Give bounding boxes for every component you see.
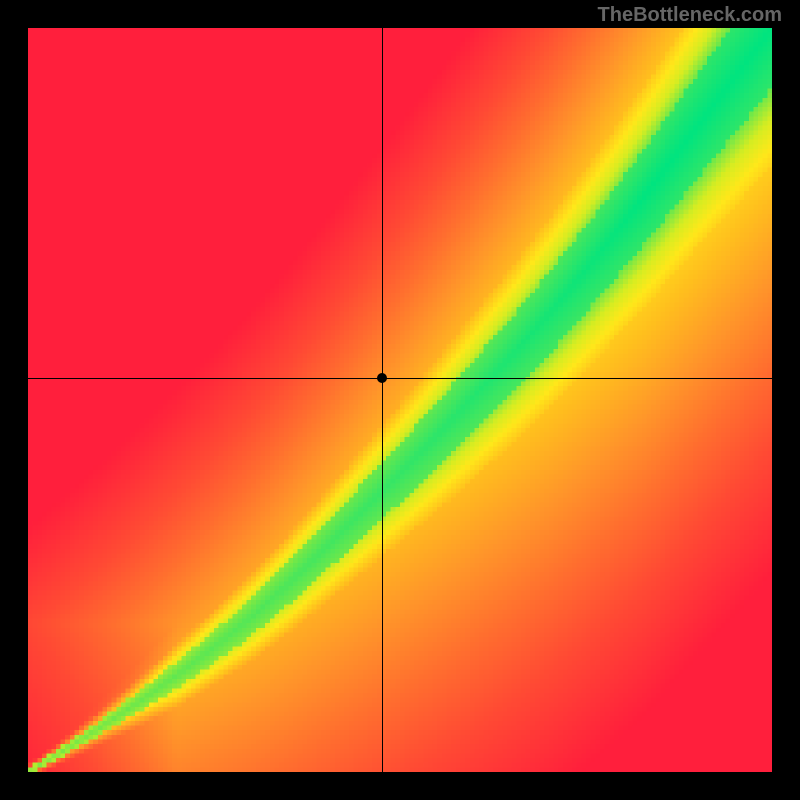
watermark-text: TheBottleneck.com [598,4,782,27]
data-point [377,373,387,383]
crosshair-horizontal [28,378,772,379]
plot-area [28,28,772,772]
crosshair-vertical [382,28,383,772]
heatmap-canvas [28,28,772,772]
